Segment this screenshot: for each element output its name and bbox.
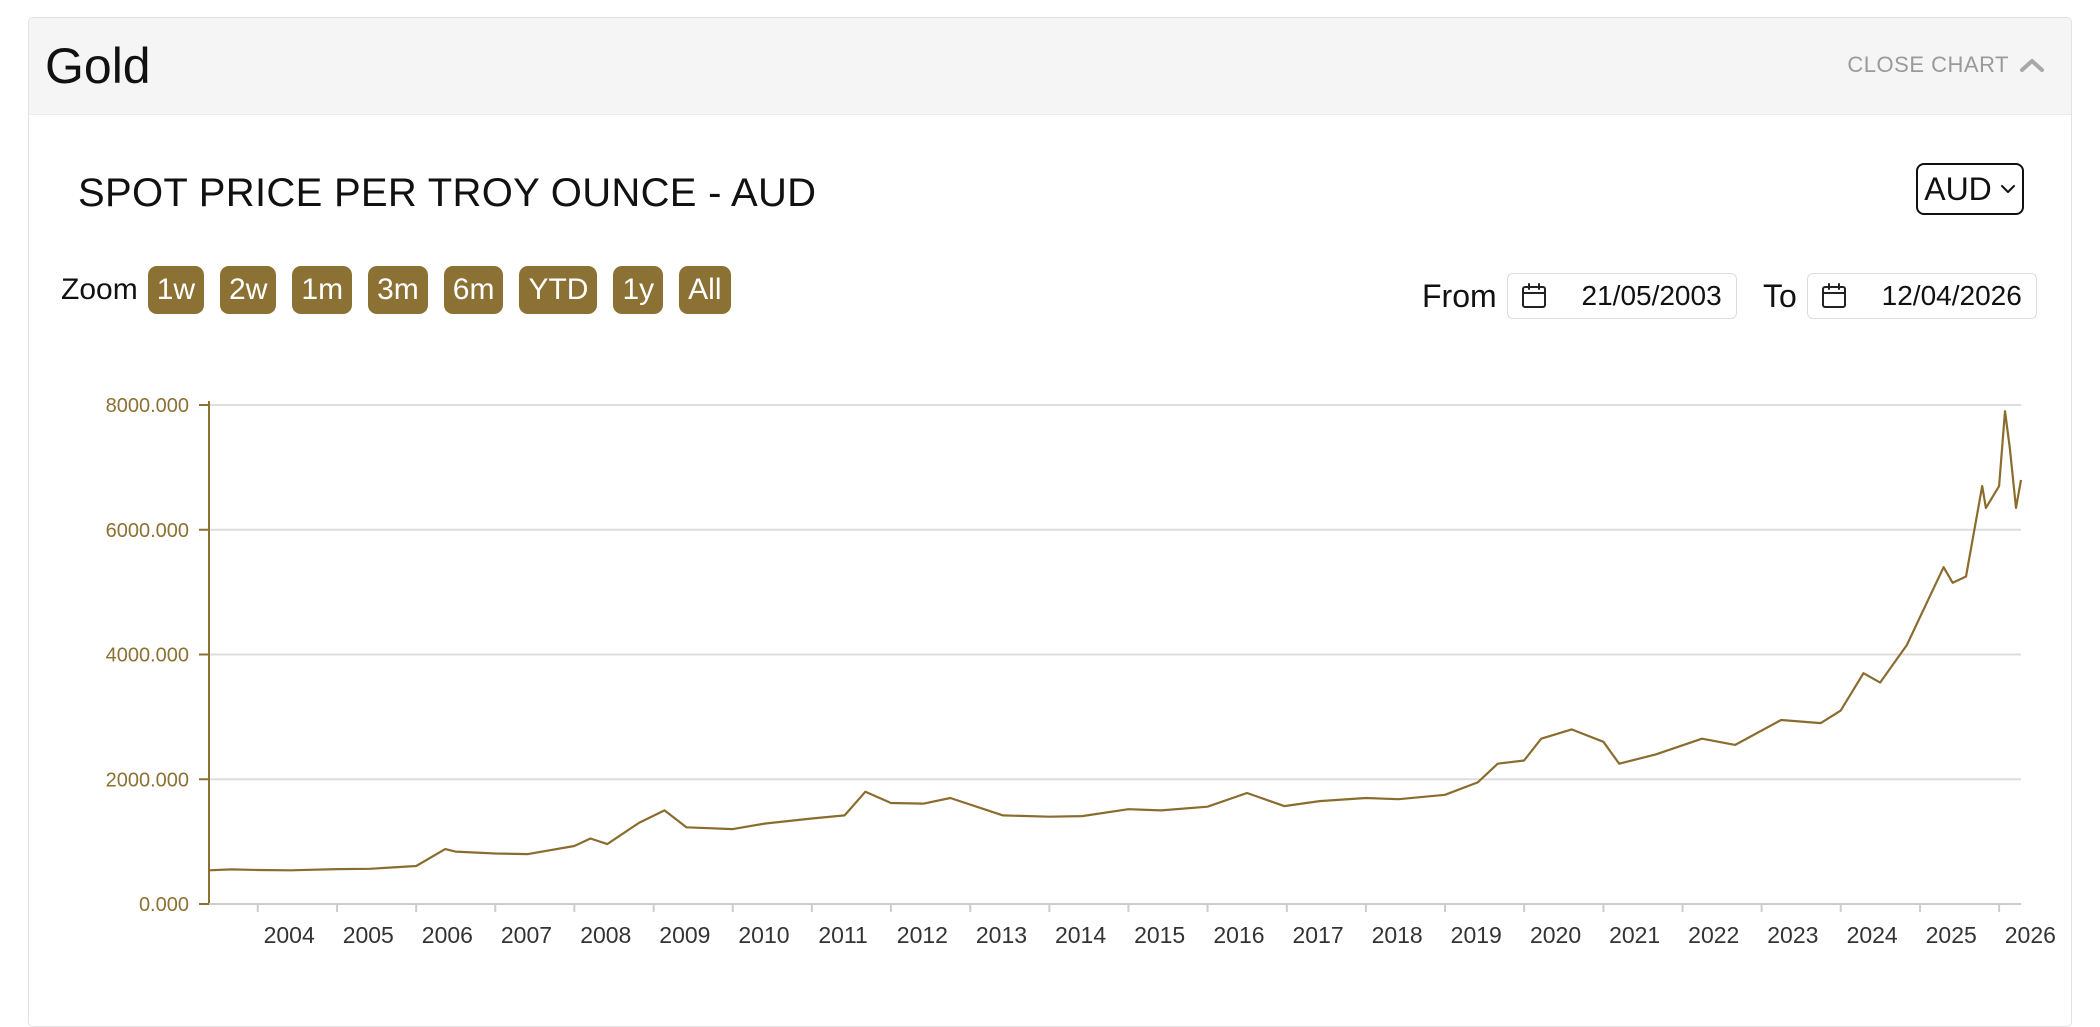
page-title: Gold bbox=[45, 38, 151, 94]
currency-selected-value: AUD bbox=[1924, 170, 1992, 207]
zoom-ytd-button[interactable]: YTD bbox=[519, 266, 598, 314]
calendar-icon bbox=[1521, 283, 1546, 308]
to-date-input[interactable]: 12/04/2026 bbox=[1806, 273, 2037, 319]
from-label: From bbox=[1422, 277, 1497, 314]
chart-title: SPOT PRICE PER TROY OUNCE - AUD bbox=[78, 171, 817, 215]
zoom-label: Zoom bbox=[61, 273, 138, 306]
zoom-2w-button[interactable]: 2w bbox=[220, 266, 277, 314]
zoom-controls: Zoom 1w 2w 1m 3m 6m YTD 1y All bbox=[61, 266, 731, 314]
to-label: To bbox=[1763, 277, 1797, 314]
close-chart-label: CLOSE CHART bbox=[1847, 52, 2009, 77]
card-header: Gold CLOSE CHART bbox=[29, 18, 2071, 115]
from-date-input[interactable]: 21/05/2003 bbox=[1506, 273, 1737, 319]
zoom-1m-button[interactable]: 1m bbox=[292, 266, 353, 314]
to-date-group: To 12/04/2026 bbox=[1763, 273, 2037, 319]
to-date-value: 12/04/2026 bbox=[1881, 280, 2022, 311]
zoom-3m-button[interactable]: 3m bbox=[368, 266, 428, 314]
chevron-up-icon bbox=[2020, 59, 2044, 72]
from-date-value: 21/05/2003 bbox=[1581, 280, 1722, 311]
from-date-group: From 21/05/2003 bbox=[1422, 273, 1737, 319]
chevron-down-icon bbox=[2000, 185, 2015, 193]
zoom-1w-button[interactable]: 1w bbox=[147, 266, 205, 314]
calendar-icon bbox=[1821, 283, 1846, 308]
zoom-6m-button[interactable]: 6m bbox=[443, 266, 504, 314]
currency-select[interactable]: AUD bbox=[1916, 163, 2024, 215]
chart-card: Gold CLOSE CHART SPOT PRICE PER TROY OUN… bbox=[28, 17, 2072, 1027]
zoom-all-button[interactable]: All bbox=[679, 266, 731, 314]
close-chart-button[interactable]: CLOSE CHART bbox=[1847, 52, 2045, 78]
zoom-1y-button[interactable]: 1y bbox=[613, 266, 664, 314]
